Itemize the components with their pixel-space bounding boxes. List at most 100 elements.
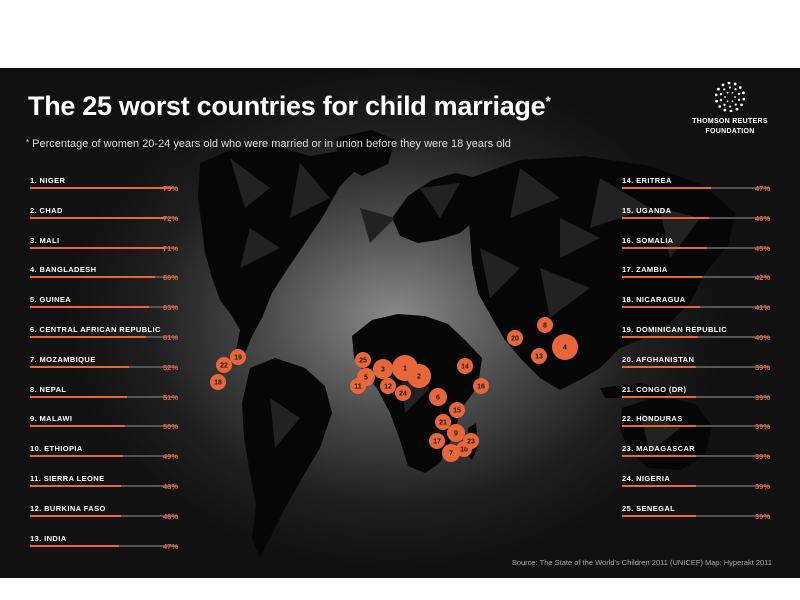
- logo-dot: [714, 93, 718, 97]
- rank-country-label: 2. CHAD: [30, 205, 63, 215]
- logo-dot: [742, 97, 746, 101]
- rank-item: 10. ETHIOPIA 49%: [30, 444, 178, 461]
- rank-percent-label: 47%: [162, 541, 178, 551]
- map-marker: 12: [380, 378, 396, 394]
- rank-country-label: 14. ERITREA: [622, 176, 672, 185]
- rank-bar-track: [622, 455, 770, 458]
- logo-dot: [715, 99, 719, 103]
- greenland: [335, 130, 395, 176]
- map-marker: 15: [449, 402, 465, 418]
- map-marker: 21: [435, 414, 451, 430]
- logo-dot: [727, 81, 731, 85]
- rank-item: 11. SIERRA LEONE 48%: [30, 474, 178, 491]
- subtitle-text: Percentage of women 20-24 years old who …: [32, 138, 511, 150]
- rank-country-label: 1. NIGER: [30, 176, 66, 185]
- thomson-reuters-logo: THOMSON REUTERS FOUNDATION: [690, 81, 770, 137]
- rank-bar: [30, 187, 173, 189]
- page-title: The 25 worst countries for child marriag…: [28, 91, 551, 121]
- rank-bar: [30, 306, 150, 309]
- rank-bar: [622, 455, 696, 458]
- rank-percent-label: 47%: [754, 184, 770, 193]
- logo-dot: [721, 83, 725, 87]
- rank-bar: [30, 485, 121, 487]
- rank-item: 7. MOZAMBIQUE 52%: [30, 355, 178, 372]
- logo-dot: [734, 96, 736, 98]
- rank-item: 16. SOMALIA 45%: [622, 236, 770, 253]
- rank-percent-label: 66%: [162, 273, 178, 283]
- map-facet: [540, 268, 590, 318]
- rank-bar: [622, 395, 696, 398]
- map-marker-label: 7: [449, 451, 453, 458]
- rank-bar: [622, 365, 696, 368]
- map-marker: 11: [350, 378, 366, 394]
- logo-dot: [735, 107, 739, 111]
- map-marker: 20: [507, 330, 523, 346]
- logo-dot: [733, 82, 737, 86]
- rank-item: 21. CONGO (DR) 39%: [622, 384, 770, 402]
- map-facet: [560, 218, 600, 258]
- map-facet: [510, 168, 560, 218]
- map-marker: 3: [373, 359, 393, 379]
- map-marker-label: 10: [460, 447, 468, 454]
- rank-item: 9. MALAWI 50%: [30, 414, 178, 431]
- rank-country-label: 15. UGANDA: [622, 205, 672, 215]
- rank-percent-label: 48%: [162, 482, 178, 491]
- rank-country-label: 25. SENEGAL: [622, 503, 676, 513]
- map-marker-label: 13: [535, 354, 543, 361]
- logo-dot: [734, 88, 737, 91]
- rank-item: 8. NEPAL 51%: [30, 385, 178, 402]
- map-marker-label: 22: [220, 363, 228, 370]
- logo-dot: [737, 98, 741, 101]
- rank-bar-track: [622, 514, 770, 517]
- rank-bar: [622, 276, 702, 279]
- rank-bar: [30, 336, 146, 338]
- rank-item: 25. SENEGAL 39%: [622, 503, 770, 521]
- logo-dot: [723, 103, 726, 106]
- rank-country-label: 3. MALI: [30, 235, 60, 245]
- map-marker: 24: [395, 385, 411, 401]
- map-marker-label: 14: [461, 364, 469, 371]
- map-marker: 4: [552, 334, 578, 360]
- rank-bar-track: [622, 395, 770, 398]
- rank-item: 1. NIGER 75%: [30, 176, 178, 193]
- rank-country-label: 17. ZAMBIA: [622, 265, 668, 275]
- map-marker-label: 1: [403, 366, 407, 373]
- rank-item: 14. ERITREA 47%: [622, 176, 770, 193]
- rank-bar-track: [622, 365, 770, 368]
- map-marker-label: 20: [511, 336, 519, 343]
- logo-dot: [729, 109, 733, 113]
- rank-country-label: 24. NIGERIA: [622, 474, 671, 483]
- logo-dot: [719, 98, 723, 102]
- map-marker-label: 8: [543, 323, 547, 330]
- rank-bar: [30, 425, 125, 428]
- logo-dot: [731, 91, 734, 94]
- logo-dot: [737, 92, 741, 96]
- map-facet: [270, 398, 300, 448]
- rank-percent-label: 63%: [162, 303, 178, 313]
- map-marker: 8: [537, 317, 553, 333]
- rank-bar: [622, 336, 698, 338]
- rank-percent-label: 40%: [754, 333, 770, 342]
- subtitle-footnote-mark: *: [26, 138, 30, 147]
- rank-bar: [622, 246, 708, 249]
- rank-item: 19. DOMINICAN REPUBLIC 40%: [622, 325, 770, 342]
- rank-percent-label: 51%: [162, 392, 178, 402]
- logo-line-1: THOMSON REUTERS: [692, 118, 768, 125]
- map-marker: 9: [447, 424, 465, 442]
- map-marker-label: 25: [359, 358, 367, 365]
- rank-item: 13. INDIA 47%: [30, 534, 178, 551]
- map-facet: [290, 163, 330, 218]
- rank-country-label: 9. MALAWI: [30, 414, 73, 424]
- rank-item: 24. NIGERIA 39%: [622, 474, 770, 491]
- map-marker-circle: [429, 433, 445, 449]
- map-facet: [360, 208, 395, 243]
- rank-bar-track: [622, 485, 770, 487]
- map-marker-label: 15: [453, 408, 461, 415]
- rank-percent-label: 46%: [754, 213, 770, 223]
- rank-country-label: 12. BURKINA FASO: [30, 503, 106, 513]
- map-marker-circle: [210, 374, 226, 390]
- rank-item: 4. BANGLADESH 66%: [30, 265, 178, 283]
- rank-bar: [30, 276, 156, 279]
- map-marker-label: 23: [467, 439, 475, 446]
- rank-country-label: 21. CONGO (DR): [622, 384, 687, 394]
